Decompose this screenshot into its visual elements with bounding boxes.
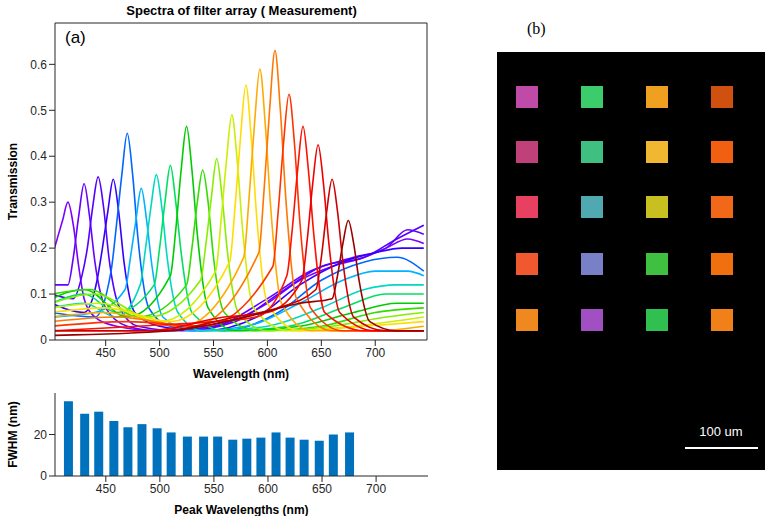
svg-text:600: 600	[257, 346, 277, 360]
svg-text:0.6: 0.6	[30, 58, 47, 72]
svg-text:0.3: 0.3	[30, 195, 47, 209]
svg-text:550: 550	[204, 482, 224, 496]
html-text:(a): (a)	[65, 28, 86, 47]
svg-text:700: 700	[366, 482, 386, 496]
svg-text:0.5: 0.5	[30, 104, 47, 118]
html-text:Spectra of filter array ( Meas: Spectra of filter array ( Measurement)	[126, 3, 357, 18]
svg-text:500: 500	[150, 482, 170, 496]
svg-text:Wavelength (nm): Wavelength (nm)	[193, 367, 289, 381]
svg-text:20: 20	[34, 428, 48, 442]
svg-text:0.2: 0.2	[30, 241, 47, 255]
svg-text:450: 450	[96, 346, 116, 360]
svg-text:0.1: 0.1	[30, 287, 47, 301]
svg-text:600: 600	[258, 482, 278, 496]
svg-text:650: 650	[312, 482, 332, 496]
svg-text:Transmission: Transmission	[6, 143, 20, 220]
html-text:(b): (b)	[527, 20, 546, 37]
svg-text:0: 0	[40, 333, 47, 347]
svg-text:500: 500	[150, 346, 170, 360]
svg-text:650: 650	[311, 346, 331, 360]
svg-text:FWHM (nm): FWHM (nm)	[6, 401, 20, 468]
svg-text:550: 550	[203, 346, 223, 360]
svg-text:450: 450	[96, 482, 116, 496]
svg-text:0: 0	[40, 469, 47, 483]
svg-text:0.4: 0.4	[30, 149, 47, 163]
svg-text:100 um: 100 um	[699, 424, 742, 439]
svg-text:700: 700	[365, 346, 385, 360]
svg-text:Peak Wavelengths (nm): Peak Wavelengths (nm)	[174, 503, 308, 516]
